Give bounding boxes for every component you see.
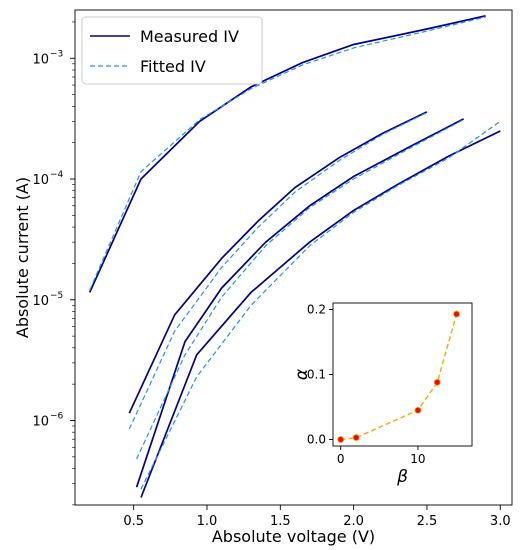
main-chart: 0.5 1.0 1.5 2.0 2.5 3.0 10−610−510−410−3 Abso… — [13, 9, 513, 546]
main-x-tick-label: 0.5 — [123, 514, 144, 529]
main-y-tick-exponent: −4 — [50, 170, 64, 180]
main-x-tick-label: 2.5 — [417, 514, 438, 529]
inset-y-axis-label: α — [292, 369, 312, 380]
legend-measured-label: Measured IV — [140, 27, 239, 46]
inset-x-tick-label: 10 — [410, 452, 425, 466]
inset-y-tick-label: 0.2 — [307, 303, 326, 317]
main-y-tick-label: 10 — [32, 414, 49, 429]
inset-series — [337, 310, 460, 443]
main-y-tick-label: 10 — [32, 173, 49, 188]
inset-x-ticks: 0 10 — [337, 446, 426, 466]
inset-y-ticks: 0.0 0.1 0.2 — [307, 303, 333, 447]
main-y-tick-exponent: −5 — [50, 291, 63, 301]
main-x-tick-label: 1.5 — [270, 514, 291, 529]
main-y-axis-label: Absolute current (A) — [13, 177, 32, 338]
main-series-lines — [88, 14, 501, 498]
main-y-tick-exponent: −3 — [50, 49, 63, 59]
inset-y-tick-label: 0.1 — [307, 368, 326, 382]
legend: Measured IV Fitted IV — [81, 16, 263, 85]
inset-background — [295, 295, 480, 488]
legend-fitted-label: Fitted IV — [140, 57, 206, 76]
legend-box — [81, 16, 263, 85]
inset-x-tick-label: 0 — [337, 452, 345, 466]
main-x-ticks: 0.5 1.0 1.5 2.0 2.5 3.0 — [123, 505, 511, 529]
alpha-beta-point — [352, 434, 360, 441]
alpha-beta-point — [433, 378, 441, 386]
main-x-tick-label: 2.0 — [343, 514, 364, 529]
inset-chart: 0 10 0.0 0.1 0.2 β α — [292, 295, 480, 488]
inset-y-tick-label: 0.0 — [307, 433, 326, 447]
fitted-iv-line-3 — [140, 120, 501, 490]
inset-plot-frame — [332, 302, 473, 447]
main-y-ticks: 10−610−510−410−3 — [32, 21, 75, 506]
main-x-tick-label: 3.0 — [490, 514, 511, 529]
main-x-axis-label: Absolute voltage (V) — [212, 527, 375, 546]
measured-iv-line-1 — [128, 111, 428, 414]
main-y-tick-label: 10 — [32, 52, 49, 67]
main-x-tick-label: 1.0 — [197, 514, 218, 529]
inset-x-axis-label: β — [396, 467, 408, 487]
main-plot-frame — [74, 9, 513, 506]
fitted-iv-line-2 — [136, 119, 464, 460]
alpha-beta-point — [337, 436, 345, 443]
alpha-beta-point — [414, 406, 422, 414]
fitted-iv-line-0 — [89, 16, 486, 291]
measured-iv-line-3 — [140, 130, 501, 498]
alpha-beta-point — [453, 310, 460, 318]
main-y-tick-exponent: −6 — [50, 411, 64, 421]
measured-iv-line-2 — [135, 118, 464, 488]
main-y-tick-label: 10 — [32, 294, 49, 309]
measured-iv-line-0 — [88, 14, 486, 293]
fitted-iv-line-1 — [128, 112, 428, 430]
